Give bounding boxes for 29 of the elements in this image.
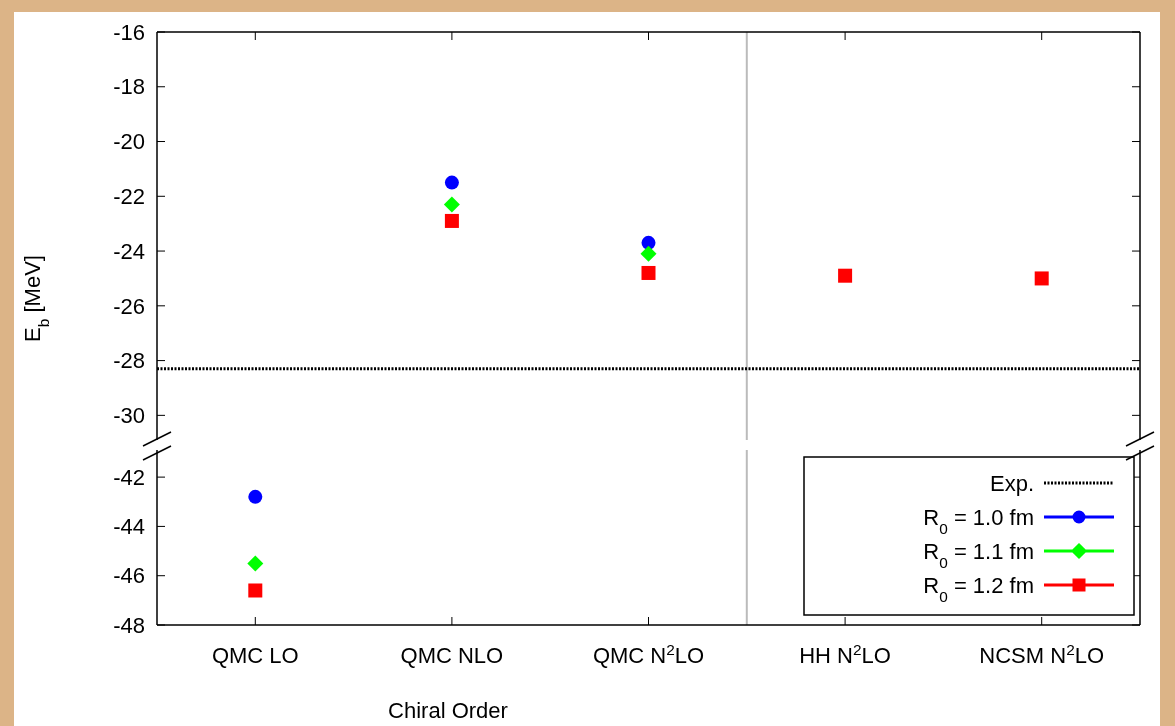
x-tick-label: QMC NLO: [400, 643, 504, 668]
x-tick-label: QMC N$^{2}$LO: [592, 640, 705, 668]
y-tick-label: -44: [113, 514, 145, 540]
y-tick-label: -42: [113, 464, 145, 490]
y-tick-label: -18: [113, 74, 145, 100]
point: [640, 245, 657, 262]
x-axis-title: Chiral Order: [388, 698, 508, 723]
x-tick-label: NCSM N$^{2}$LO: [979, 640, 1105, 668]
y-tick-label: -24: [113, 238, 145, 264]
y-tick-label: -16: [113, 19, 145, 45]
y-tick-label: -20: [113, 129, 145, 155]
y-tick-label: -48: [113, 612, 145, 638]
text: Exp.: [989, 470, 1034, 496]
x-tick-label: HH N$^{2}$LO: [799, 640, 891, 668]
y-tick-label: -22: [113, 184, 145, 209]
point: [1034, 271, 1049, 286]
y-tick-label: -28: [113, 348, 145, 374]
legend-label: R$_{0}$ = 1.1 fm: [923, 538, 1034, 571]
y-tick-label: -30: [113, 403, 145, 429]
point: [838, 268, 853, 283]
legend-label: R$_{0}$ = 1.2 fm: [923, 572, 1034, 605]
y-tick-label: -46: [113, 563, 145, 589]
point: [444, 175, 459, 190]
legend-label: R$_{0}$ = 1.0 fm: [923, 504, 1034, 537]
x-tick-label: QMC LO: [211, 643, 299, 668]
point: [444, 213, 459, 228]
point: [641, 265, 656, 280]
point: [443, 196, 460, 213]
y-tick-label: -26: [113, 293, 145, 319]
